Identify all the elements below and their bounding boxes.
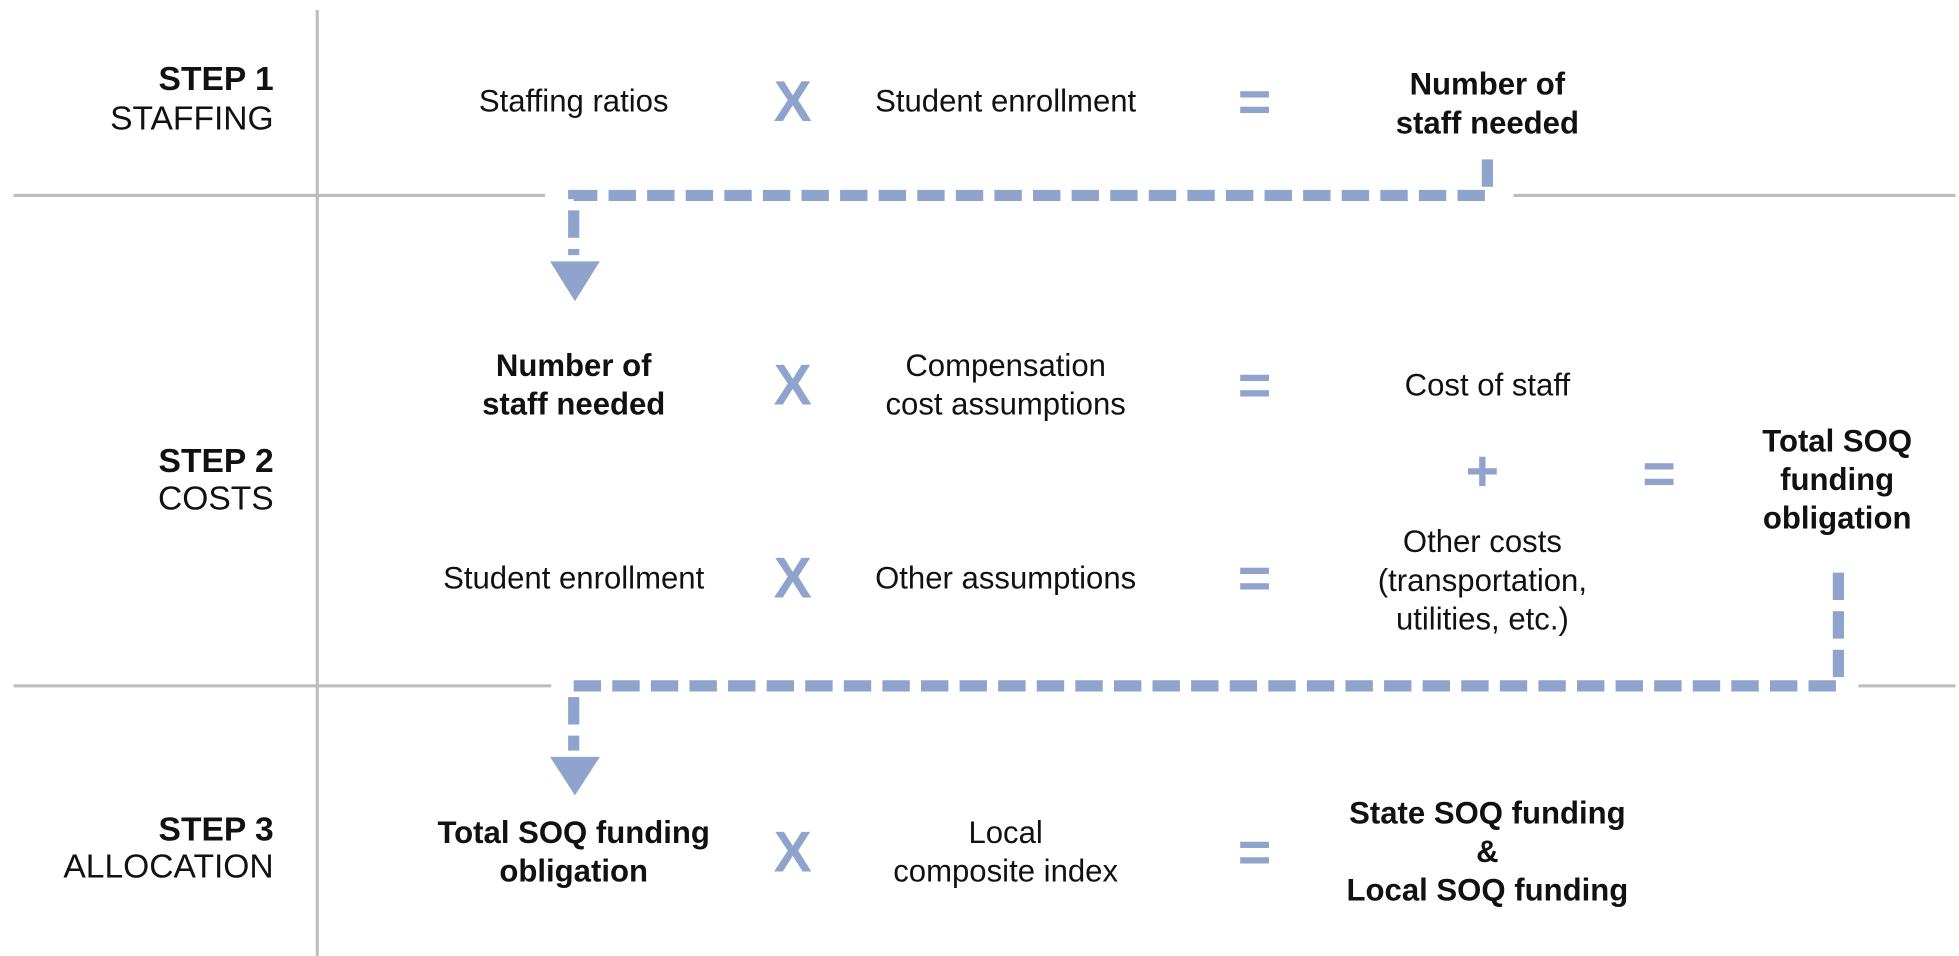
- operator: =: [1238, 354, 1271, 418]
- result: State SOQ funding: [1349, 796, 1626, 831]
- result: Total SOQ: [1762, 423, 1912, 458]
- arrow-head: [550, 261, 600, 302]
- operator: +: [1466, 440, 1499, 504]
- term: Other assumptions: [875, 560, 1136, 595]
- operator: X: [774, 70, 812, 134]
- term: Staffing ratios: [479, 84, 669, 119]
- term: staff needed: [482, 387, 665, 422]
- step-label: STEP 2: [159, 443, 274, 480]
- arrow-head: [550, 756, 600, 796]
- term: Student enrollment: [875, 84, 1136, 119]
- step-name: ALLOCATION: [63, 849, 273, 886]
- operator: =: [1238, 821, 1271, 885]
- operator: X: [774, 821, 812, 885]
- step-label: STEP 1: [159, 61, 274, 98]
- flow-arrow: [568, 159, 1493, 256]
- result: utilities, etc.): [1396, 601, 1569, 636]
- result: (transportation,: [1378, 563, 1587, 598]
- result: Local SOQ funding: [1347, 873, 1629, 908]
- term: composite index: [893, 853, 1118, 888]
- term: Student enrollment: [443, 560, 704, 595]
- result: &: [1476, 834, 1498, 869]
- term: Total SOQ funding: [437, 815, 709, 850]
- result: funding: [1780, 462, 1894, 497]
- term: Local: [968, 815, 1042, 850]
- term: cost assumptions: [885, 387, 1125, 422]
- term: Compensation: [905, 348, 1106, 383]
- operator: =: [1238, 547, 1271, 611]
- result: Cost of staff: [1405, 367, 1571, 402]
- step-name: STAFFING: [110, 101, 274, 138]
- result: Number of: [1410, 67, 1566, 102]
- result: obligation: [1763, 501, 1912, 536]
- result: staff needed: [1396, 105, 1579, 140]
- result: Other costs: [1403, 524, 1562, 559]
- step-label: STEP 3: [159, 811, 274, 848]
- operator: =: [1642, 442, 1675, 506]
- operator: X: [774, 354, 812, 418]
- step-name: COSTS: [158, 480, 274, 517]
- term: Number of: [496, 348, 652, 383]
- term: obligation: [499, 853, 648, 888]
- flow-arrow: [568, 572, 1845, 751]
- operator: =: [1238, 70, 1271, 134]
- operator: X: [774, 547, 812, 611]
